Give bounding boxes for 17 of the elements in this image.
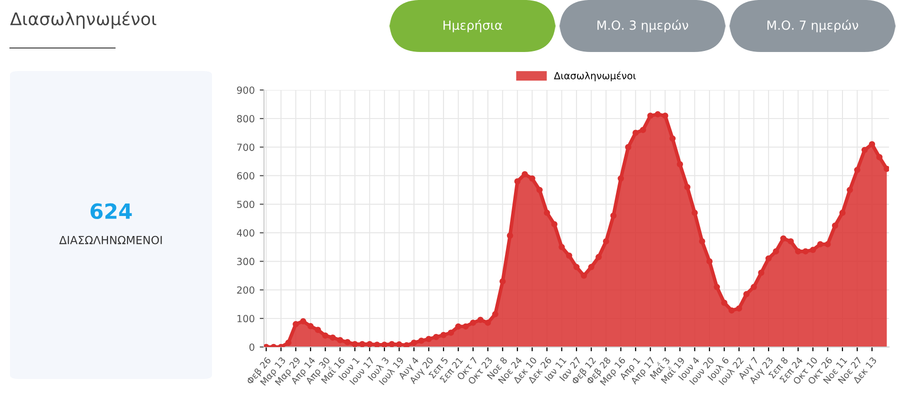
y-tick-label: 400 [236, 229, 254, 237]
y-tick-label: 100 [237, 314, 254, 322]
text: Διασωληνωμένοι [10, 11, 156, 29]
text: 624 [90, 203, 132, 220]
text: Μ.Ο. 3 ημερών [597, 20, 688, 32]
y-tick-label: 500 [237, 200, 254, 208]
text: Ημερήσια [444, 20, 502, 32]
y-tick-label: 900 [237, 86, 254, 94]
y-tick-label: 600 [237, 172, 254, 180]
text: ΔΙΑΣΩΛΗΝΩΜΕΝΟΙ [59, 236, 162, 244]
y-tick-label: 0 [249, 343, 254, 351]
y-tick-label: 800 [237, 115, 254, 122]
y-tick-label: 200 [237, 286, 254, 294]
text: Μ.Ο. 7 ημερών [767, 20, 858, 32]
y-tick-label: 300 [237, 258, 254, 266]
y-tick-label: 700 [237, 144, 254, 151]
legend-label: Διασωληνωμένοι [554, 71, 636, 82]
